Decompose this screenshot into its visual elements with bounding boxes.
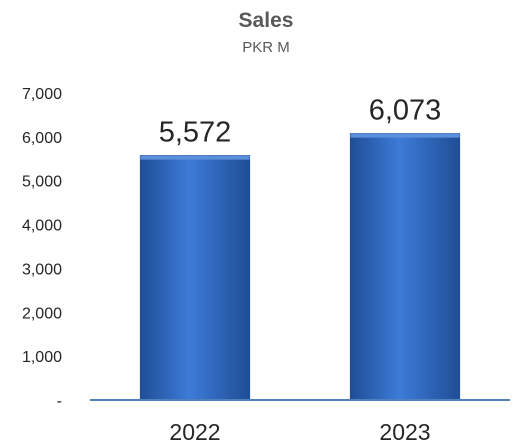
y-tick-label: 4,000 — [22, 218, 62, 235]
y-tick-label: 5,000 — [22, 174, 62, 191]
x-axis: 2022 2023 — [169, 419, 430, 445]
bar — [349, 133, 461, 401]
x-tick-label: 2023 — [379, 419, 430, 445]
y-tick-label: 7,000 — [22, 86, 62, 103]
bar-top-bevel — [140, 155, 250, 160]
y-tick-label: 3,000 — [22, 261, 62, 278]
y-axis: - 1,000 2,000 3,000 4,000 5,000 6,000 7,000 — [22, 86, 62, 410]
y-tick-label: 2,000 — [22, 305, 62, 322]
bar — [139, 155, 251, 401]
chart-title: Sales — [239, 9, 294, 32]
bar-top-bevel — [350, 133, 460, 138]
chart-subtitle: PKR M — [242, 39, 290, 56]
y-tick-label: 1,000 — [22, 349, 62, 366]
data-label: 6,073 — [369, 95, 442, 127]
x-tick-label: 2022 — [169, 419, 220, 445]
bars: 5,572 6,073 — [139, 95, 461, 401]
data-label: 5,572 — [159, 117, 232, 149]
y-tick-label: - — [57, 393, 62, 410]
y-tick-label: 6,000 — [22, 130, 62, 147]
